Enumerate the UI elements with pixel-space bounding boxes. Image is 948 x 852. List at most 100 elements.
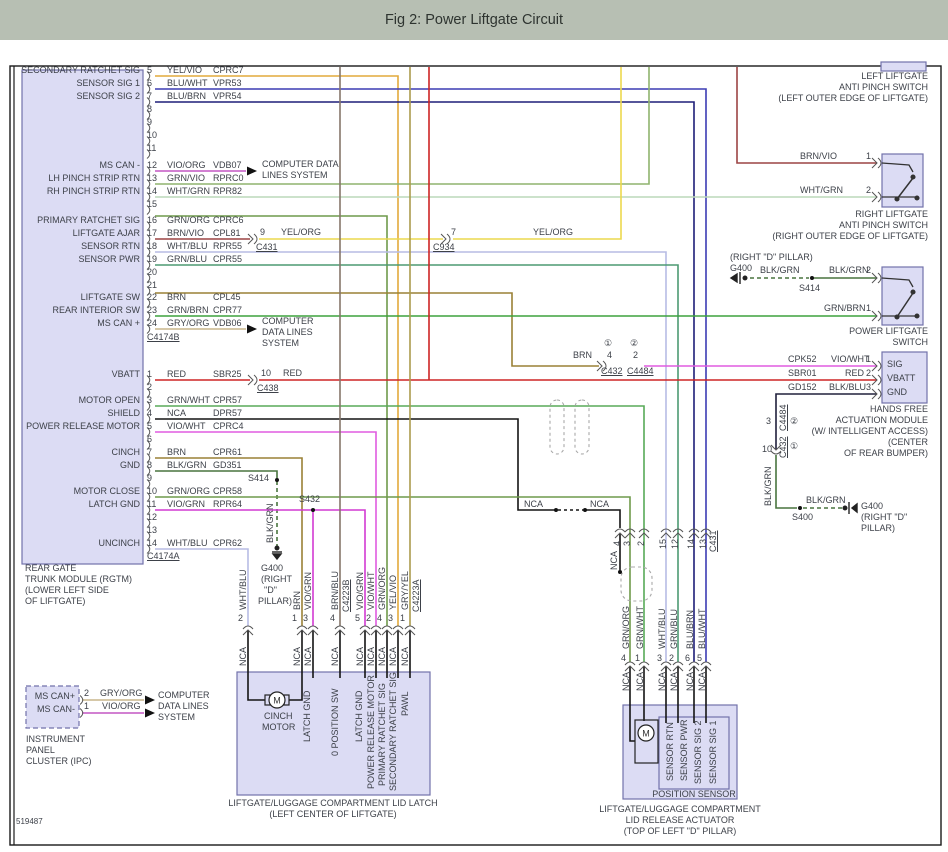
rgtm-pin2-6: 6 <box>147 434 153 444</box>
rgtm-label-sensor-sig-2: SENSOR SIG 2 <box>76 91 140 101</box>
conn-c432[interactable]: C432 <box>601 366 623 376</box>
right-anti-pinch-switch-glyph <box>881 162 920 202</box>
ground-g400-s400 <box>842 502 858 514</box>
latch-nca: NCA <box>400 646 410 666</box>
latch-cinch-motor-2: MOTOR <box>262 722 296 732</box>
hf-sig: SIG <box>887 359 903 369</box>
hf-caption-1: HANDS FREE <box>869 404 928 414</box>
latch-pin: 1 <box>292 613 298 623</box>
wire-color: VIO/WHT <box>167 421 206 431</box>
act-nca: NCA <box>657 671 667 691</box>
conn-c432v-mark: ① <box>790 441 799 451</box>
pls-caption-2: SWITCH <box>892 337 929 347</box>
latch-sig-power-release-motor: POWER RELEASE MOTOR <box>366 675 376 789</box>
act-nca: NCA <box>621 671 631 691</box>
wire-code: CPRC4 <box>213 421 244 431</box>
act-pin: 6 <box>685 653 691 663</box>
ipc-caption-2: PANEL <box>26 745 55 755</box>
wire-sensor-pwr <box>155 264 679 662</box>
latch-pin: 5 <box>355 613 361 623</box>
ground-symbols <box>271 272 858 561</box>
wire-color: GRN/VIO <box>167 173 206 183</box>
latch-pin: 4 <box>377 613 383 623</box>
latch-conn-c4223a[interactable]: C4223A <box>411 579 421 612</box>
conn-c4484v[interactable]: C4484 <box>778 404 788 431</box>
rgtm-label-shield: SHIELD <box>107 408 140 418</box>
rgtm-pin-8: 8 <box>147 104 153 114</box>
wire-color: NCA <box>167 408 187 418</box>
latch-wire: BRN <box>292 590 302 610</box>
wire-color: WHT/BLU <box>167 538 208 548</box>
rgtm-label-gnd: GND <box>120 460 140 470</box>
c431-row-name[interactable]: C431 <box>708 530 718 552</box>
c431-row-pin: 3 <box>622 540 632 546</box>
latch-sig-latch-gnd-1: LATCH GND <box>302 690 312 742</box>
conn-c438-pin: 10 <box>261 368 272 378</box>
rgtm-pin2-1: 1 <box>147 369 153 379</box>
conn-c432-pin: 4 <box>607 350 613 360</box>
act-pin: 2 <box>669 653 675 663</box>
datalines-ms-can-minus-1: COMPUTER DATA <box>262 159 339 169</box>
hf-caption-2: ACTUATION MODULE <box>835 415 928 425</box>
wire-color: BLU/WHT <box>167 78 208 88</box>
latch-sig-primary-ratchet-sig: PRIMARY RATCHET SIG <box>377 683 387 786</box>
rgtm-pin-11: 11 <box>147 143 157 153</box>
rgtm-caption-4: OF LIFTGATE) <box>25 596 86 606</box>
wire-color: GRN/BLU <box>167 254 208 264</box>
hf-code-3: GD152 <box>788 382 817 392</box>
act-sig-sensor-rtn: SENSOR RTN <box>665 722 675 781</box>
wire-uncinch <box>155 548 249 626</box>
latch-conn-c4223b[interactable]: C4223B <box>341 579 351 612</box>
rgtm-label-ms-can-minus: MS CAN - <box>99 160 141 170</box>
wire-code: CPL45 <box>213 292 241 302</box>
rgtm-label-sensor-sig-1: SENSOR SIG 1 <box>76 78 140 88</box>
hf-pin-3: 3 <box>866 382 872 392</box>
wire-brn-label: BRN <box>573 350 593 360</box>
arrow-ipc-1 <box>145 695 155 705</box>
rgtm-label-secondary-ratchet-sig: SECONDARY RATCHET SIG <box>21 65 140 75</box>
latch-nca: NCA <box>292 646 302 666</box>
act-nca: NCA <box>685 671 695 691</box>
right-switch-caption-3: (RIGHT OUTER EDGE OF LIFTGATE) <box>772 231 928 241</box>
rgtm-conn-c4174b[interactable]: C4174B <box>147 332 180 342</box>
rgtm-label-latch-gnd: LATCH GND <box>88 499 140 509</box>
act-pin: 5 <box>697 653 703 663</box>
conn-c431[interactable]: C431 <box>256 242 278 252</box>
hf-code-2: SBR01 <box>788 368 817 378</box>
ipc-ms-can-plus: MS CAN+ <box>34 691 75 701</box>
arrow-ms-can-minus <box>247 166 257 176</box>
rgtm-pin2-9: 9 <box>147 473 153 483</box>
conn-c934[interactable]: C934 <box>433 242 455 252</box>
act-wire: GRN/WHT <box>635 606 645 649</box>
hf-pin-2: 2 <box>866 368 872 378</box>
rgtm-caption-2: TRUNK MODULE (RGTM) <box>25 574 132 584</box>
rgtm-pin-24: 24 <box>147 318 158 328</box>
wire-code: CPRC6 <box>213 215 244 225</box>
rgtm-pin2-11: 11 <box>147 499 157 509</box>
conn-c4484[interactable]: C4484 <box>627 366 654 376</box>
rgtm-label-rear-interior-sw: REAR INTERIOR SW <box>52 305 140 315</box>
latch-pin: 4 <box>330 613 336 623</box>
rgtm-caption-3: (LOWER LEFT SIDE <box>25 585 109 595</box>
rgtm-pin-10: 10 <box>147 130 158 140</box>
rgtm-pin-16: 16 <box>147 215 158 225</box>
rgtm-pin-21: 21 <box>147 280 158 290</box>
conn-c438[interactable]: C438 <box>257 383 279 393</box>
conn-c432v[interactable]: C432 <box>778 436 788 458</box>
right-switch-wire-2: WHT/GRN <box>800 185 843 195</box>
rgtm-label-lh-pinch-strip-rtn: LH PINCH STRIP RTN <box>48 173 140 183</box>
wire-code: VDB07 <box>213 160 242 170</box>
wire-color: BRN <box>167 447 187 457</box>
c431-row-pin: 12 <box>670 538 680 549</box>
component-boxes <box>21 61 928 800</box>
rgtm-pin-15: 15 <box>147 199 158 209</box>
ground-g400-rgtm: G400 <box>261 563 284 573</box>
rgtm-pin2-5: 5 <box>147 421 153 431</box>
rgtm-label-sensor-pwr: SENSOR PWR <box>78 254 140 264</box>
wire-sensor-sig-2 <box>155 101 695 662</box>
rgtm-pin2-2: 2 <box>147 382 153 392</box>
rgtm-conn-c4174a[interactable]: C4174A <box>147 551 180 561</box>
wire-gnd <box>155 470 278 478</box>
wire-color: YEL/VIO <box>167 65 203 75</box>
c431-row-pin: 14 <box>686 538 696 549</box>
